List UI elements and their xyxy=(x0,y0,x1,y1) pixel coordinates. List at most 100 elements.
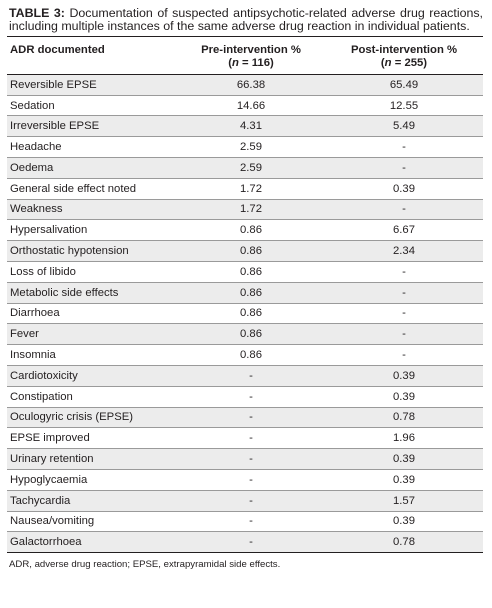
adr-cell: Nausea/vomiting xyxy=(7,511,177,533)
post-intervention-cell: - xyxy=(325,199,483,221)
table-caption-label: TABLE 3: xyxy=(9,6,65,20)
table-row: Loss of libido 0.86- xyxy=(7,261,483,283)
header-pre-n: (n = 116) xyxy=(228,56,274,69)
table-row: Orthostatic hypotension 0.86 2.34 xyxy=(7,240,483,262)
table-header-row: ADR documented Pre-intervention % (n = 1… xyxy=(7,35,483,75)
pre-intervention-cell: - xyxy=(177,365,325,387)
adr-cell: General side effect noted xyxy=(7,178,177,200)
post-intervention-cell: 0.39 xyxy=(325,178,483,200)
table-row: General side effect noted 1.72 0.39 xyxy=(7,178,483,200)
table-row: Fever 0.86- xyxy=(7,323,483,346)
adr-cell: Oculogyric crisis (EPSE) xyxy=(7,407,177,429)
adr-cell: Tachycardia xyxy=(7,490,177,512)
post-intervention-cell: - xyxy=(325,157,483,179)
header-post-intervention: Post-intervention % (n = 255) xyxy=(325,35,483,75)
pre-intervention-cell: - xyxy=(177,531,325,554)
table-row: Urinary retention -0.39 xyxy=(7,448,483,470)
table-row: Hypoglycaemia -0.39 xyxy=(7,469,483,491)
adr-cell: EPSE improved xyxy=(7,427,177,450)
adr-cell: Weakness xyxy=(7,199,177,221)
header-adr-documented: ADR documented xyxy=(7,35,177,75)
adr-cell: Loss of libido xyxy=(7,261,177,283)
adr-cell: Hypersalivation xyxy=(7,219,177,242)
pre-intervention-cell: 1.72 xyxy=(177,178,325,200)
table-row: Oculogyric crisis (EPSE) -0.78 xyxy=(7,407,483,429)
post-intervention-cell: - xyxy=(325,303,483,325)
post-intervention-cell: 0.39 xyxy=(325,448,483,470)
post-intervention-cell: - xyxy=(325,344,483,366)
pre-intervention-cell: 0.86 xyxy=(177,240,325,262)
pre-intervention-cell: 0.86 xyxy=(177,261,325,283)
table-row: Sedation 14.66 12.55 xyxy=(7,95,483,117)
header-pre-title: Pre-intervention % xyxy=(201,43,301,56)
adr-cell: Oedema xyxy=(7,157,177,179)
adr-cell: Diarrhoea xyxy=(7,303,177,325)
post-intervention-cell: 2.34 xyxy=(325,240,483,262)
pre-intervention-cell: 14.66 xyxy=(177,95,325,117)
table-row: Tachycardia -1.57 xyxy=(7,490,483,512)
table-row: Oedema 2.59- xyxy=(7,157,483,179)
post-intervention-cell: 12.55 xyxy=(325,95,483,117)
table-row: Nausea/vomiting -0.39 xyxy=(7,511,483,533)
table-row: Metabolic side effects 0.86- xyxy=(7,282,483,304)
table-row: Headache 2.59- xyxy=(7,136,483,158)
post-intervention-cell: 0.78 xyxy=(325,531,483,554)
table-row: Weakness 1.72- xyxy=(7,199,483,221)
table-row: Galactorrhoea -0.78 xyxy=(7,531,483,554)
adr-cell: Irreversible EPSE xyxy=(7,115,177,138)
adr-cell: Metabolic side effects xyxy=(7,282,177,304)
table-row: Diarrhoea 0.86- xyxy=(7,303,483,325)
pre-intervention-cell: - xyxy=(177,407,325,429)
pre-intervention-cell: - xyxy=(177,386,325,408)
post-intervention-cell: - xyxy=(325,136,483,158)
pre-intervention-cell: 4.31 xyxy=(177,115,325,138)
post-intervention-cell: 0.39 xyxy=(325,386,483,408)
post-intervention-cell: 65.49 xyxy=(325,74,483,96)
pre-intervention-cell: - xyxy=(177,448,325,470)
post-intervention-cell: 0.39 xyxy=(325,365,483,387)
pre-intervention-cell: 2.59 xyxy=(177,157,325,179)
adr-cell: Headache xyxy=(7,136,177,158)
post-intervention-cell: - xyxy=(325,323,483,346)
table-row: Insomnia 0.86- xyxy=(7,344,483,366)
pre-intervention-cell: 0.86 xyxy=(177,303,325,325)
post-intervention-cell: - xyxy=(325,282,483,304)
pre-intervention-cell: 66.38 xyxy=(177,74,325,96)
post-intervention-cell: 0.39 xyxy=(325,511,483,533)
pre-intervention-cell: - xyxy=(177,469,325,491)
table-body: Reversible EPSE 66.38 65.49 Sedation 14.66 12… xyxy=(7,74,483,554)
pre-intervention-cell: 0.86 xyxy=(177,219,325,242)
adr-cell: Galactorrhoea xyxy=(7,531,177,554)
post-intervention-cell: 6.67 xyxy=(325,219,483,242)
pre-intervention-cell: - xyxy=(177,427,325,450)
adr-cell: Orthostatic hypotension xyxy=(7,240,177,262)
adr-table: ADR documented Pre-intervention % (n = 1… xyxy=(7,35,483,554)
post-intervention-cell: 5.49 xyxy=(325,115,483,138)
pre-intervention-cell: - xyxy=(177,490,325,512)
adr-cell: Cardiotoxicity xyxy=(7,365,177,387)
table-row: Hypersalivation 0.86 6.67 xyxy=(7,219,483,242)
table-footnote: ADR, adverse drug reaction; EPSE, extrap… xyxy=(9,559,281,571)
pre-intervention-cell: 1.72 xyxy=(177,199,325,221)
post-intervention-cell: 1.96 xyxy=(325,427,483,450)
post-intervention-cell: - xyxy=(325,261,483,283)
table-row: Cardiotoxicity -0.39 xyxy=(7,365,483,387)
pre-intervention-cell: 0.86 xyxy=(177,323,325,346)
pre-intervention-cell: - xyxy=(177,511,325,533)
post-intervention-cell: 1.57 xyxy=(325,490,483,512)
adr-cell: Sedation xyxy=(7,95,177,117)
table-row: Irreversible EPSE 4.31 5.49 xyxy=(7,115,483,138)
adr-cell: Hypoglycaemia xyxy=(7,469,177,491)
header-post-title: Post-intervention % xyxy=(350,43,458,56)
adr-cell: Fever xyxy=(7,323,177,346)
header-pre-intervention: Pre-intervention % (n = 116) xyxy=(177,35,325,75)
table-caption-text: Documentation of suspected antipsychotic… xyxy=(9,6,483,34)
table-row: Constipation -0.39 xyxy=(7,386,483,408)
table-row: EPSE improved -1.96 xyxy=(7,427,483,450)
post-intervention-cell: 0.78 xyxy=(325,407,483,429)
table-row: Reversible EPSE 66.38 65.49 xyxy=(7,74,483,96)
adr-cell: Urinary retention xyxy=(7,448,177,470)
adr-cell: Reversible EPSE xyxy=(7,74,177,96)
table-caption: TABLE 3: Documentation of suspected anti… xyxy=(9,6,483,34)
